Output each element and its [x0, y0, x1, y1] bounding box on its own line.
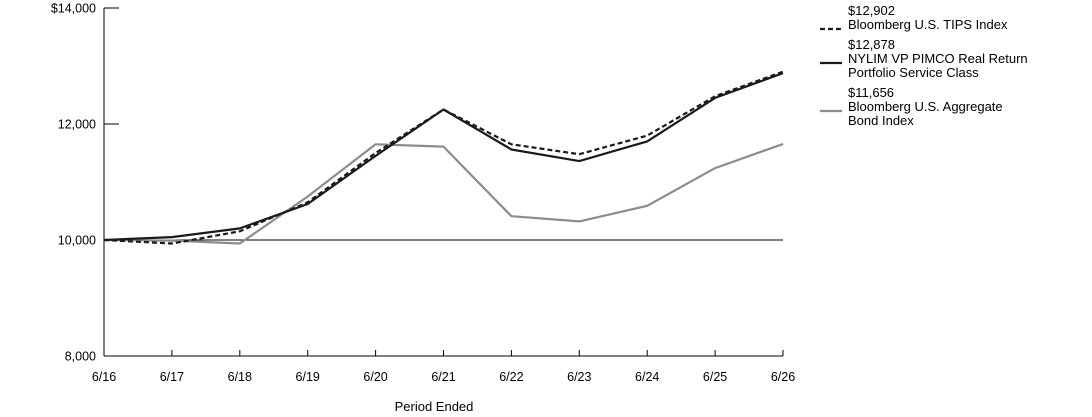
legend-swatch-solid-dark [820, 61, 842, 65]
legend-label: Bloomberg U.S. Aggregate Bond Index [848, 99, 1003, 128]
legend-swatch-dashed [820, 27, 842, 31]
legend-label: NYLIM VP PIMCO Real Return Portfolio Ser… [848, 51, 1028, 80]
series-line-2 [103, 142, 784, 245]
y-tick-label: 12,000 [58, 118, 96, 132]
x-tick-label: 6/22 [499, 370, 523, 384]
y-tick-label: 8,000 [65, 350, 96, 364]
series-line-1 [103, 72, 784, 242]
x-tick-label: 6/17 [160, 370, 184, 384]
x-tick-label: 6/16 [92, 370, 116, 384]
x-tick-label: 6/25 [703, 370, 727, 384]
x-tick-label: 6/19 [296, 370, 320, 384]
chart-axes: 8,000 10,000 12,000 $14,000 6/16 6/17 6/18 6/19… [51, 2, 795, 385]
legend-swatch-solid-gray [820, 109, 842, 113]
legend-item-fund: $12,878 NYLIM VP PIMCO Real Return Portf… [820, 38, 1080, 80]
x-tick-label: 6/20 [363, 370, 387, 384]
series-line-0 [103, 70, 784, 245]
x-tick-label: 6/24 [635, 370, 659, 384]
y-tick-label: 10,000 [58, 234, 96, 248]
x-tick-label: 6/18 [228, 370, 252, 384]
x-tick-label: 6/23 [567, 370, 591, 384]
legend-item-tips: $12,902 Bloomberg U.S. TIPS Index [820, 4, 1080, 32]
legend-item-aggregate: $11,656 Bloomberg U.S. Aggregate Bond In… [820, 86, 1080, 128]
x-tick-label: 6/26 [771, 370, 795, 384]
legend-label: Bloomberg U.S. TIPS Index [848, 17, 1008, 32]
chart-series [103, 70, 784, 245]
legend-value: $12,878 [848, 37, 895, 52]
x-tick-label: 6/21 [431, 370, 455, 384]
chart-legend: $12,902 Bloomberg U.S. TIPS Index $12,87… [820, 4, 1080, 132]
legend-value: $12,902 [848, 3, 895, 18]
legend-value: $11,656 [848, 85, 895, 100]
x-axis-title: Period Ended [394, 399, 474, 414]
y-tick-label: $14,000 [51, 2, 96, 16]
